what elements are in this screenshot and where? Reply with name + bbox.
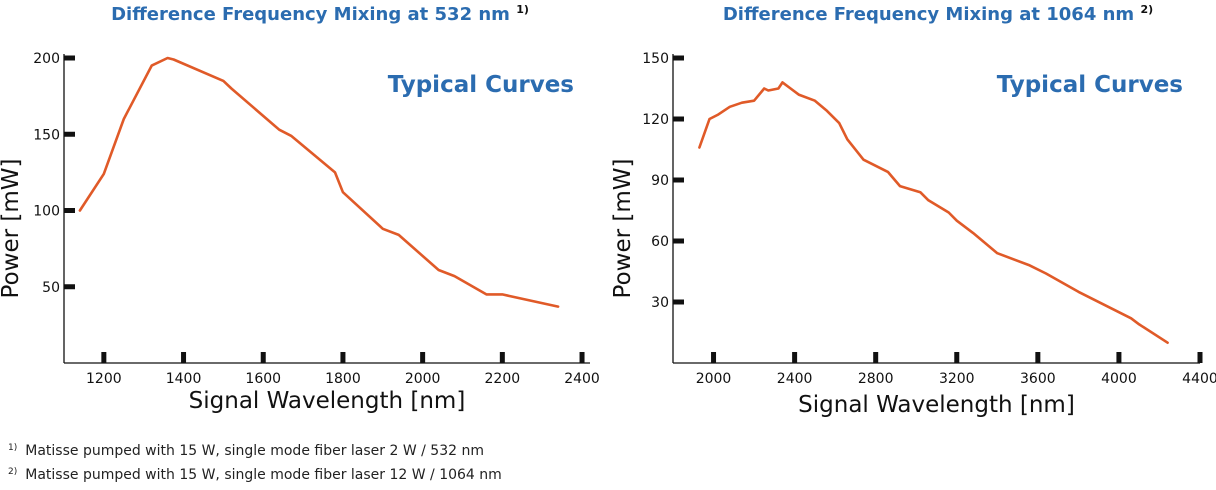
- chart-2-series-1-line: [698, 81, 1169, 345]
- chart-2-x-tick-mark: [1035, 352, 1041, 363]
- chart-2-y-tick-mark: [673, 238, 684, 244]
- chart-2-x-tick-mark: [792, 352, 798, 363]
- footnote-1-text: Matisse pumped with 15 W, single mode fi…: [25, 443, 484, 459]
- chart-2-annotation: Typical Curves: [997, 72, 1183, 98]
- chart-1-y-axis-label: Power [mW]: [0, 159, 24, 299]
- chart-1-x-tick-mark: [499, 352, 505, 363]
- chart-1-y-tick-label: 50: [42, 280, 60, 296]
- chart-1-y-tick-label: 200: [33, 51, 60, 67]
- chart-2-y-tick-label: 60: [651, 234, 669, 250]
- chart-1-x-tick-mark: [420, 352, 426, 363]
- chart-2-y-tick-mark: [673, 177, 684, 183]
- chart-2-x-tick-mark: [873, 352, 879, 363]
- footnote-1-mark: 1): [8, 443, 18, 453]
- chart-2-y-tick-mark: [673, 55, 684, 61]
- chart-1-x-tick-label: 1800: [325, 371, 361, 387]
- chart-2-title: Difference Frequency Mixing at 1064 nm 2…: [723, 3, 1153, 25]
- chart-2-y-tick-label: 120: [642, 112, 669, 128]
- chart-1-x-tick-mark: [181, 352, 187, 363]
- chart-2-x-tick-label: 2000: [696, 371, 732, 387]
- chart-2-x-tick-label: 4400: [1182, 371, 1216, 387]
- chart-2-y-tick-mark: [673, 116, 684, 122]
- chart-1-x-tick-label: 2200: [485, 371, 521, 387]
- chart-1-x-tick-mark: [101, 352, 107, 363]
- footnote-2-mark: 2): [8, 467, 18, 477]
- chart-1-x-tick-label: 2000: [405, 371, 441, 387]
- chart-1-x-tick-mark: [260, 352, 266, 363]
- chart-1-annotation: Typical Curves: [388, 72, 574, 98]
- chart-2-x-tick-mark: [1197, 352, 1203, 363]
- chart-1-x-tick-label: 1200: [86, 371, 122, 387]
- chart-1-x-tick-label: 1600: [245, 371, 281, 387]
- chart-2-y-tick-mark: [673, 299, 684, 305]
- chart-1-y-tick-mark: [64, 131, 75, 137]
- chart-1-y-tick-label: 100: [33, 204, 60, 220]
- chart-1-x-axis-label: Signal Wavelength [nm]: [189, 388, 466, 414]
- footnote-2-text: Matisse pumped with 15 W, single mode fi…: [25, 467, 502, 483]
- footnote-2: 2) Matisse pumped with 15 W, single mode …: [8, 467, 502, 483]
- chart-2-x-tick-label: 2400: [777, 371, 813, 387]
- chart-1-title: Difference Frequency Mixing at 532 nm 1): [111, 3, 529, 25]
- chart-2-x-tick-label: 2800: [858, 371, 894, 387]
- chart-1-x-tick-mark: [340, 352, 346, 363]
- footnote-1: 1) Matisse pumped with 15 W, single mode …: [8, 443, 484, 459]
- chart-2-x-tick-mark: [711, 352, 717, 363]
- chart-2-x-tick-label: 3600: [1020, 371, 1056, 387]
- chart-2-y-tick-label: 90: [651, 173, 669, 189]
- chart-2-x-tick-mark: [954, 352, 960, 363]
- chart-2-y-tick-label: 30: [651, 295, 669, 311]
- chart-1-y-tick-mark: [64, 208, 75, 213]
- chart-2-x-tick-mark: [1116, 352, 1122, 363]
- chart-1-y-tick-mark: [64, 55, 75, 61]
- chart-1-x-tick-label: 2400: [564, 371, 600, 387]
- chart-2-y-axis-label: Power [mW]: [610, 159, 636, 299]
- chart-1-y-tick-mark: [64, 284, 75, 290]
- chart-2-x-tick-label: 3200: [939, 371, 975, 387]
- chart-2-y-tick-label: 150: [642, 51, 669, 67]
- chart-1-series-1-line: [78, 56, 560, 308]
- chart-1-y-tick-label: 150: [33, 127, 60, 143]
- chart-2-x-tick-label: 4000: [1101, 371, 1137, 387]
- chart-1-x-tick-mark: [579, 352, 585, 363]
- chart-2-x-axis-label: Signal Wavelength [nm]: [798, 392, 1075, 418]
- chart-1-x-tick-label: 1400: [166, 371, 202, 387]
